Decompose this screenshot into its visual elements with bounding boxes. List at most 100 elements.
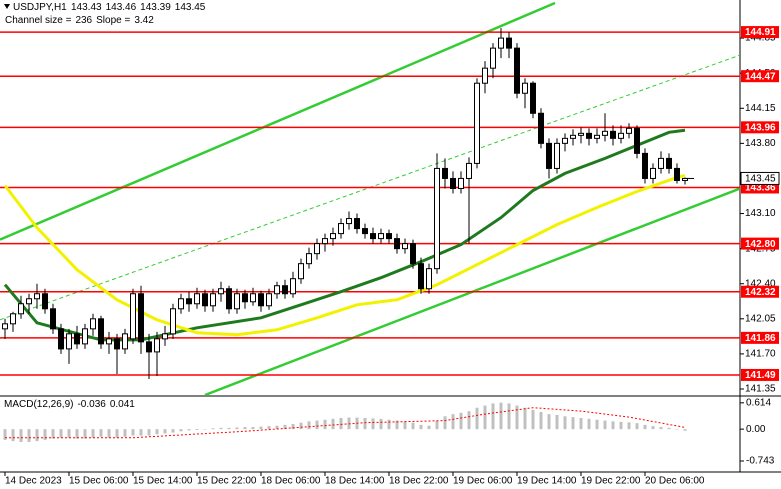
- candle-body: [122, 333, 128, 350]
- candle-body: [482, 67, 488, 84]
- y-tick-label: 144.15: [745, 103, 776, 114]
- macd-bar: [403, 421, 407, 430]
- candle-body: [26, 298, 32, 305]
- candle-body: [242, 293, 248, 303]
- macd-bar: [51, 429, 55, 439]
- candle-body: [74, 333, 80, 345]
- macd-bar: [291, 424, 295, 430]
- candle-body: [426, 268, 432, 290]
- macd-bar: [171, 429, 175, 433]
- macd-bar: [523, 407, 527, 430]
- macd-bar: [595, 419, 599, 430]
- level-box: [741, 368, 779, 381]
- candle-body: [58, 328, 64, 350]
- candle-body: [66, 333, 72, 350]
- symbol-title: USDJPY,H1: [13, 2, 67, 13]
- candle-body: [434, 167, 440, 270]
- candle-body: [650, 167, 656, 179]
- y-tick-label: 141.35: [745, 384, 776, 395]
- level-label: 143.96: [745, 122, 776, 133]
- candle-body: [386, 233, 392, 240]
- candle-body: [282, 285, 288, 295]
- macd-bar: [259, 426, 263, 430]
- candle-body: [570, 134, 576, 139]
- macd-bar: [163, 429, 167, 434]
- macd-bar: [435, 420, 439, 430]
- macd-bar: [99, 429, 103, 437]
- candle-body: [522, 82, 528, 94]
- candle-body: [218, 288, 224, 295]
- macd-bar: [683, 429, 687, 431]
- candle-body: [642, 152, 648, 179]
- macd-bar: [227, 427, 231, 430]
- candle-body: [274, 285, 280, 295]
- candle-body: [594, 134, 600, 139]
- low-value: 143.39: [140, 2, 171, 13]
- macd-y-tick-label: 0.00: [746, 424, 766, 435]
- candle-body: [458, 177, 464, 189]
- candle-body: [394, 238, 400, 250]
- channel-slope-label: Slope =: [96, 15, 130, 26]
- x-tick-label: 19 Dec 22:00: [581, 476, 641, 487]
- macd-bar: [27, 429, 31, 442]
- macd-bar: [611, 421, 615, 430]
- macd-bar: [59, 429, 63, 438]
- candle-body: [202, 293, 208, 307]
- candle-body: [170, 308, 176, 335]
- y-tick-label: 143.80: [745, 138, 776, 149]
- macd-bar: [515, 405, 519, 430]
- candle-body: [314, 243, 320, 255]
- candle-body: [554, 142, 560, 169]
- macd-bar: [139, 429, 143, 436]
- candle-body: [162, 333, 168, 340]
- candle-body: [90, 318, 96, 330]
- channel-line: [0, 1, 556, 241]
- level-box: [741, 121, 779, 134]
- candle-body: [194, 293, 200, 305]
- macd-bar: [411, 422, 415, 430]
- moving-average: [3, 128, 686, 342]
- candle-body: [602, 130, 608, 136]
- x-tick-label: 18 Dec 22:00: [389, 476, 449, 487]
- candle-body: [330, 233, 336, 240]
- macd-bar: [307, 421, 311, 430]
- macd-bar: [339, 418, 343, 430]
- macd-bar: [91, 429, 95, 438]
- macd-bar: [555, 415, 559, 430]
- macd-bar: [323, 419, 327, 430]
- macd-bar: [83, 429, 87, 439]
- candle-body: [34, 293, 40, 300]
- level-label: 142.80: [745, 239, 776, 250]
- candle-body: [354, 218, 360, 230]
- candle-body: [378, 233, 384, 240]
- candle-body: [546, 142, 552, 169]
- macd-bar: [267, 426, 271, 430]
- candle-body: [450, 177, 456, 189]
- candle-body: [250, 293, 256, 303]
- moving-average: [3, 173, 686, 337]
- macd-title: MACD(12,26,9): [4, 399, 73, 410]
- macd-bar: [219, 427, 223, 430]
- macd-bar: [331, 418, 335, 430]
- macd-bar: [443, 416, 447, 430]
- candle-body: [234, 293, 240, 310]
- macd-bar: [507, 403, 511, 430]
- level-box: [741, 70, 779, 83]
- candle-body: [610, 130, 616, 139]
- macd-bar: [427, 425, 431, 430]
- macd-bar: [467, 411, 471, 430]
- y-tick-label: 143.10: [745, 208, 776, 219]
- chart-header: USDJPY,H1 143.43 143.46 143.39 143.45: [13, 2, 206, 13]
- candle-body: [538, 112, 544, 144]
- candle-body: [266, 293, 272, 307]
- macd-bar: [75, 429, 79, 439]
- candle-body: [42, 293, 48, 310]
- candle-body: [226, 288, 232, 310]
- level-label: 142.32: [745, 287, 776, 298]
- macd-bar: [667, 427, 671, 430]
- macd-bar: [155, 429, 159, 435]
- macd-plot: [3, 402, 687, 442]
- macd-bar: [379, 418, 383, 430]
- candle-body: [466, 162, 472, 179]
- macd-bar: [395, 420, 399, 430]
